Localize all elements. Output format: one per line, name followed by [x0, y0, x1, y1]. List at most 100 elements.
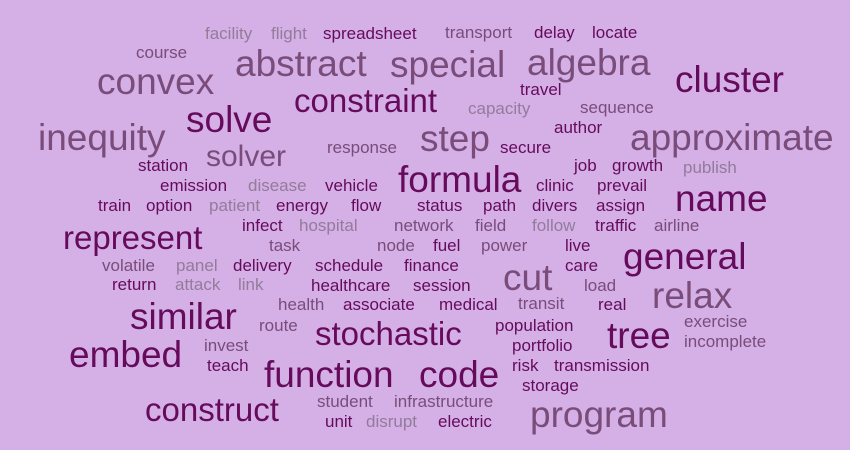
word-course: course — [136, 43, 188, 62]
word-represent: represent — [63, 219, 203, 256]
word-step: step — [420, 118, 490, 159]
word-job: job — [574, 156, 597, 175]
word-delivery: delivery — [233, 256, 292, 275]
word-delay: delay — [534, 23, 575, 42]
word-health: health — [278, 295, 325, 314]
word-electric: electric — [438, 412, 492, 431]
word-finance: finance — [404, 256, 459, 275]
word-transmission: transmission — [554, 356, 650, 375]
word-path: path — [483, 196, 517, 215]
word-emission: emission — [160, 176, 228, 195]
word-formula: formula — [398, 159, 522, 200]
word-publish: publish — [683, 158, 737, 177]
word-route: route — [259, 316, 298, 335]
word-constraint: constraint — [294, 82, 438, 119]
word-solver: solver — [206, 140, 287, 173]
word-risk: risk — [512, 356, 539, 375]
word-volatile: volatile — [102, 256, 155, 275]
word-spreadsheet: spreadsheet — [323, 24, 417, 43]
word-flight: flight — [271, 24, 307, 43]
word-facility: facility — [205, 24, 253, 43]
word-author: author — [554, 118, 603, 137]
word-locate: locate — [592, 23, 638, 42]
word-schedule: schedule — [315, 256, 384, 275]
word-patient: patient — [209, 196, 261, 215]
word-similar: similar — [130, 296, 237, 337]
word-transport: transport — [445, 23, 513, 42]
word-approximate: approximate — [630, 117, 834, 158]
word-capacity: capacity — [468, 99, 531, 118]
word-embed: embed — [69, 334, 183, 375]
word-real: real — [598, 295, 627, 314]
word-growth: growth — [612, 156, 664, 175]
word-airline: airline — [654, 216, 700, 235]
word-stochastic: stochastic — [315, 315, 462, 352]
word-program: program — [530, 394, 668, 435]
word-task: task — [269, 236, 301, 255]
word-teach: teach — [207, 356, 249, 375]
word-disrupt: disrupt — [366, 412, 418, 431]
word-portfolio: portfolio — [512, 336, 573, 355]
word-traffic: traffic — [595, 216, 637, 235]
word-student: student — [317, 392, 373, 411]
word-disease: disease — [248, 176, 307, 195]
word-convex: convex — [97, 61, 215, 102]
word-follow: follow — [532, 216, 576, 235]
word-flow: flow — [351, 196, 382, 215]
word-inequity: inequity — [38, 117, 166, 158]
word-response: response — [327, 138, 397, 157]
word-cut: cut — [503, 257, 553, 298]
word-station: station — [138, 156, 189, 175]
word-healthcare: healthcare — [311, 276, 391, 295]
word-train: train — [98, 196, 132, 215]
word-attack: attack — [175, 275, 221, 294]
word-exercise: exercise — [684, 312, 748, 331]
word-unit: unit — [325, 412, 353, 431]
word-abstract: abstract — [235, 43, 367, 84]
word-prevail: prevail — [597, 176, 648, 195]
word-special: special — [390, 44, 506, 85]
word-assign: assign — [596, 196, 646, 215]
word-name: name — [675, 178, 768, 219]
word-return: return — [112, 275, 157, 294]
word-network: network — [394, 216, 454, 235]
word-panel: panel — [176, 256, 218, 275]
word-storage: storage — [522, 376, 579, 395]
word-load: load — [584, 276, 617, 295]
word-code: code — [419, 354, 500, 395]
word-power: power — [481, 236, 528, 255]
word-energy: energy — [276, 196, 328, 215]
word-transit: transit — [518, 294, 565, 313]
word-status: status — [417, 196, 463, 215]
word-live: live — [565, 236, 591, 255]
word-function: function — [264, 354, 394, 395]
word-field: field — [475, 216, 507, 235]
word-construct: construct — [145, 391, 279, 428]
word-sequence: sequence — [580, 98, 654, 117]
word-secure: secure — [500, 138, 552, 157]
word-invest: invest — [204, 336, 249, 355]
word-infect: infect — [242, 216, 283, 235]
word-node: node — [377, 236, 415, 255]
word-vehicle: vehicle — [325, 176, 378, 195]
word-associate: associate — [343, 295, 415, 314]
word-cluster: cluster — [675, 59, 784, 100]
word-session: session — [413, 276, 471, 295]
word-hospital: hospital — [299, 216, 358, 235]
word-general: general — [623, 236, 747, 277]
word-solve: solve — [186, 99, 273, 140]
word-link: link — [238, 275, 264, 294]
word-relax: relax — [652, 275, 733, 316]
word-infrastructure: infrastructure — [394, 392, 494, 411]
word-travel: travel — [520, 80, 562, 99]
word-option: option — [146, 196, 193, 215]
word-clinic: clinic — [536, 176, 574, 195]
word-tree: tree — [607, 315, 671, 356]
word-medical: medical — [439, 295, 498, 314]
word-algebra: algebra — [527, 42, 651, 83]
word-population: population — [495, 316, 574, 335]
word-fuel: fuel — [433, 236, 461, 255]
word-care: care — [565, 256, 599, 275]
word-divers: divers — [532, 196, 578, 215]
